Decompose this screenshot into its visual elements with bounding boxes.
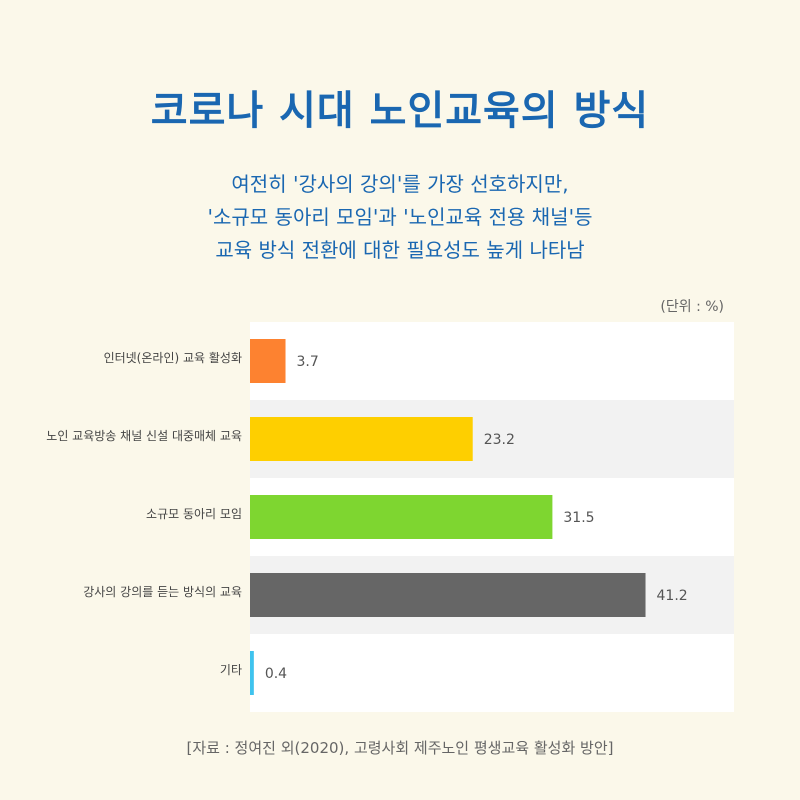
category-label: 인터넷(온라인) 교육 활성화 (103, 351, 242, 365)
subtitle-line-3: 교육 방식 전환에 대한 필요성도 높게 나타남 (215, 238, 585, 262)
subtitle-line-2: '소규모 동아리 모임'과 '노인교육 전용 채널'등 (207, 205, 593, 229)
bar (250, 417, 473, 461)
plot-area: 3.7 23.2 31.5 41.2 0.4 (250, 322, 734, 712)
chart-title: 코로나 시대 노인교육의 방식 (150, 88, 650, 134)
bar-value-label: 3.7 (297, 354, 319, 370)
bar (250, 651, 254, 695)
bar-chart: 3.7 23.2 31.5 41.2 0.4 (250, 339, 688, 695)
category-label: 소규모 동아리 모임 (146, 507, 242, 521)
subtitle-line-1: 여전히 '강사의 강의'를 가장 선호하지만, (231, 172, 569, 196)
row-background (250, 634, 734, 712)
bar-value-label: 0.4 (265, 666, 287, 682)
bar-value-label: 41.2 (657, 588, 688, 604)
unit-label: (단위 : %) (660, 299, 724, 315)
category-label: 노인 교육방송 채널 신설 대중매체 교육 (46, 429, 242, 443)
category-label: 기타 (219, 663, 242, 677)
chart-subtitle: 여전히 '강사의 강의'를 가장 선호하지만, '소규모 동아리 모임'과 '노… (0, 168, 800, 267)
row-background (250, 322, 734, 400)
bar-value-label: 23.2 (484, 432, 515, 448)
bar (250, 495, 553, 539)
bar (250, 339, 286, 383)
bar (250, 573, 646, 617)
category-label: 강사의 강의를 듣는 방식의 교육 (83, 585, 242, 599)
source-note: [자료 : 정여진 외(2020), 고령사회 제주노인 평생교육 활성화 방안… (186, 739, 614, 757)
bar-value-label: 31.5 (563, 510, 594, 526)
